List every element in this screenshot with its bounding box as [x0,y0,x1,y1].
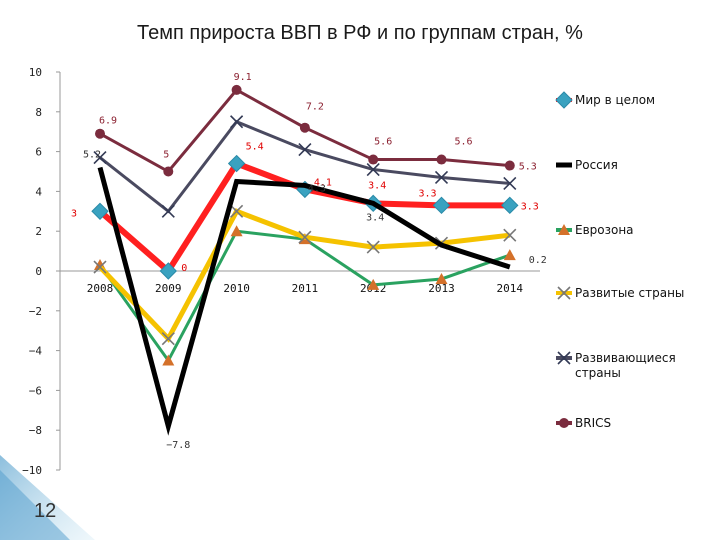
data-point [299,122,310,133]
data-point [557,351,571,365]
chart-title: Темп прироста ВВП в РФ и по группам стра… [137,22,583,44]
data-point [557,286,571,300]
legend-label: Россия [575,158,618,172]
data-point [559,418,569,428]
data-point [436,154,447,165]
x-tick-label: 2013 [428,282,455,295]
legend-item-2: Еврозона [556,223,634,237]
data-point [368,154,379,165]
x-tick-label: 2014 [497,282,524,295]
data-label: 4.3 [308,183,326,194]
legend-label: Еврозона [575,223,634,237]
series-line [98,208,511,343]
data-point [227,154,246,173]
data-label: 3.4 [368,180,386,191]
data-point [558,224,570,235]
data-label: 5.4 [246,142,264,153]
data-point [161,204,175,218]
data-point [159,262,178,280]
data-label: 3 [71,208,77,219]
data-point [366,240,380,254]
legend-label: Мир в целом [575,93,655,107]
data-label: 9.1 [234,72,252,83]
series-4 [93,115,517,218]
data-point [93,260,107,274]
data-label: 3.3 [521,201,539,212]
data-label: −7.8 [166,440,190,451]
data-point [91,202,109,221]
y-tick-label: −10 [22,464,42,477]
data-point [432,196,451,215]
data-point [298,143,312,157]
y-tick-label: −6 [29,384,42,397]
x-tick-label: 2010 [223,282,250,295]
data-point [298,230,312,244]
data-label: 5.6 [454,137,472,148]
series-1 [97,166,511,436]
data-label: 5.3 [519,162,537,173]
data-point [367,278,380,290]
x-tick-label: 2009 [155,282,182,295]
corner-triangle-inner [0,470,70,540]
series-line [97,166,511,436]
corner-decoration [0,455,95,540]
data-point [504,160,515,171]
x-tick-label: 2011 [292,282,319,295]
data-point [503,249,516,261]
data-point [434,170,449,185]
data-point [230,225,243,237]
data-label: 0.2 [529,255,547,266]
data-label: 4.1 [314,177,332,188]
data-point [163,166,174,177]
data-point [503,176,517,191]
data-label: 0 [181,263,187,274]
data-label: 5.6 [374,137,392,148]
data-point [501,196,519,215]
legend-label: страны [575,366,621,380]
legend-item-0: Мир в целом [555,91,655,109]
y-tick-label: 6 [35,146,42,159]
series-line [98,229,511,364]
legend-item-3: Развитые страны [556,286,684,300]
series-line [98,159,510,276]
data-point [230,115,244,129]
legend-label: Развивающиеся [575,351,676,365]
y-tick-label: 0 [35,265,42,278]
data-label: 3.3 [418,188,436,199]
y-tick-label: 4 [35,185,42,198]
data-point [93,151,107,165]
y-tick-label: −4 [29,345,43,358]
data-point [366,162,380,177]
data-point [162,354,175,366]
y-tick-label: 8 [35,106,42,119]
y-tick-label: 2 [35,225,42,238]
data-point [503,228,517,242]
data-point [231,84,242,95]
y-tick-label: 10 [29,66,42,79]
data-point [95,128,105,139]
legend-label: Развитые страны [575,286,684,300]
data-label: 5 [163,150,169,161]
data-point [230,204,244,218]
data-label: 6.9 [99,116,117,127]
legend-label: BRICS [575,416,611,430]
y-tick-label: −2 [29,305,42,318]
data-label: 3.4 [366,212,384,223]
data-point [435,272,448,284]
legend-item-1: Россия [556,158,618,172]
series-0 [91,154,519,280]
y-tick-label: −8 [29,424,42,437]
data-point [161,332,175,346]
slide-number: 12 [34,500,57,522]
data-point [555,91,573,109]
data-label: 5.2 [83,150,101,161]
x-tick-label: 2008 [87,282,114,295]
legend-item-5: BRICS [556,416,611,430]
data-label: 7.2 [306,102,324,113]
series-5 [95,84,515,177]
